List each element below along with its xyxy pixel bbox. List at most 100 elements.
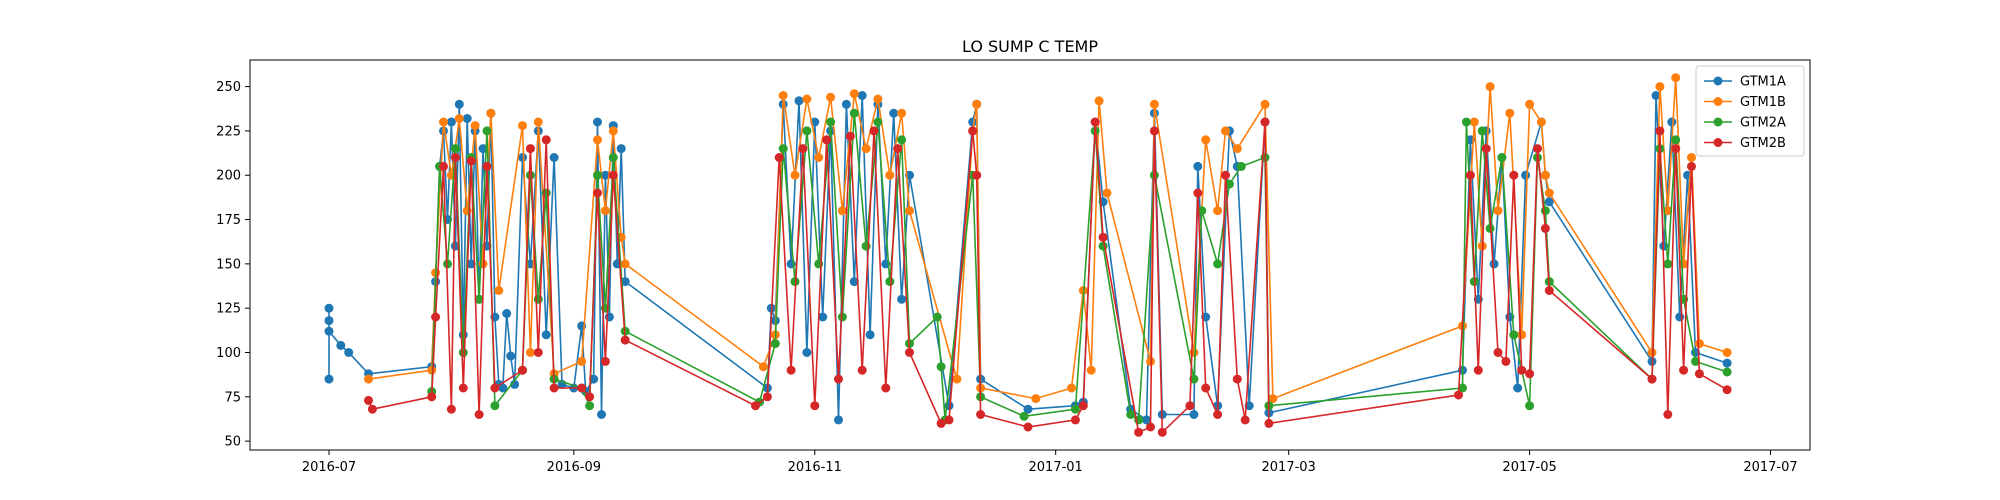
y-tick-label: 225	[216, 124, 241, 139]
y-axis: 50 75 100 125 150 175 200 225 250	[216, 80, 250, 450]
data-point	[972, 99, 982, 109]
data-point	[1189, 348, 1199, 357]
data-point	[758, 362, 768, 372]
data-point	[976, 410, 986, 419]
data-point	[1142, 415, 1151, 425]
data-point	[1461, 117, 1471, 127]
data-point	[1067, 383, 1076, 393]
data-point	[1224, 179, 1234, 189]
data-point	[1694, 369, 1704, 379]
data-point	[450, 153, 460, 162]
data-point	[1540, 206, 1550, 216]
data-point	[593, 188, 602, 198]
data-point	[834, 415, 843, 425]
data-point	[324, 326, 334, 336]
data-point	[458, 383, 468, 393]
data-point	[458, 348, 468, 357]
y-tick-label: 175	[216, 213, 241, 228]
data-point	[786, 365, 796, 375]
data-point	[470, 121, 480, 131]
data-point	[1157, 427, 1167, 437]
data-point	[1525, 369, 1535, 379]
data-point	[1268, 394, 1278, 404]
x-tick-label: 2016-11	[788, 460, 842, 475]
data-point	[798, 144, 808, 154]
legend-swatch-marker	[1713, 76, 1723, 86]
data-point	[1671, 144, 1681, 154]
data-point	[873, 94, 883, 104]
data-point	[324, 374, 334, 384]
data-point	[1260, 99, 1270, 109]
data-point	[1485, 82, 1495, 92]
x-tick-label: 2017-03	[1262, 460, 1316, 475]
data-point	[1533, 144, 1542, 154]
data-point	[1477, 126, 1487, 136]
data-point	[1513, 383, 1523, 393]
data-point	[585, 392, 595, 402]
data-point	[845, 131, 855, 141]
data-point	[616, 144, 626, 154]
data-point	[498, 383, 508, 393]
data-point	[897, 135, 907, 145]
data-point	[1655, 82, 1665, 92]
data-point	[1687, 153, 1696, 162]
data-point	[1201, 383, 1211, 393]
data-point	[1517, 365, 1527, 375]
data-point	[604, 312, 614, 322]
data-point	[1493, 348, 1503, 357]
data-point	[1260, 117, 1270, 127]
data-point	[968, 126, 978, 136]
data-point	[1126, 410, 1136, 419]
data-point	[1193, 188, 1203, 198]
data-point	[1509, 170, 1519, 180]
data-point	[1240, 415, 1250, 425]
data-point	[1465, 170, 1475, 180]
data-point	[1070, 404, 1080, 414]
data-point	[1469, 117, 1479, 127]
data-point	[490, 383, 500, 393]
x-tick-label: 2016-09	[547, 460, 601, 475]
data-point	[1185, 401, 1195, 411]
data-point	[1102, 188, 1112, 198]
data-point	[1540, 170, 1550, 180]
data-point	[344, 348, 354, 357]
data-point	[577, 383, 587, 393]
data-point	[1098, 241, 1108, 251]
data-point	[794, 96, 804, 106]
data-point	[1647, 348, 1657, 357]
data-point	[881, 383, 891, 393]
data-point	[841, 99, 851, 109]
data-point	[1236, 161, 1246, 171]
data-point	[1146, 356, 1155, 366]
data-point	[1193, 161, 1203, 171]
x-tick-label: 2016-07	[302, 460, 356, 475]
data-point	[1651, 91, 1661, 100]
legend-swatch-marker	[1713, 138, 1723, 147]
legend-label: GTM1B	[1740, 95, 1786, 110]
data-point	[826, 92, 836, 102]
data-point	[1146, 422, 1155, 432]
data-point	[1201, 135, 1211, 145]
data-point	[1505, 108, 1515, 118]
data-point	[1536, 117, 1546, 127]
data-point	[518, 121, 527, 131]
data-point	[600, 356, 610, 366]
plot-frame	[249, 59, 1811, 451]
data-point	[751, 401, 760, 411]
data-point	[837, 312, 847, 322]
data-point	[849, 277, 859, 287]
data-point	[885, 277, 895, 287]
data-point	[462, 114, 472, 123]
data-point	[1540, 223, 1550, 233]
data-point	[518, 365, 527, 375]
data-point	[1197, 206, 1207, 216]
data-point	[885, 170, 895, 180]
data-point	[869, 126, 879, 136]
series-gtm2b	[364, 117, 1732, 437]
legend-swatch-marker	[1713, 117, 1723, 127]
data-point	[502, 309, 512, 318]
data-point	[1493, 206, 1503, 216]
data-point	[1722, 348, 1732, 357]
data-point	[1509, 330, 1519, 340]
